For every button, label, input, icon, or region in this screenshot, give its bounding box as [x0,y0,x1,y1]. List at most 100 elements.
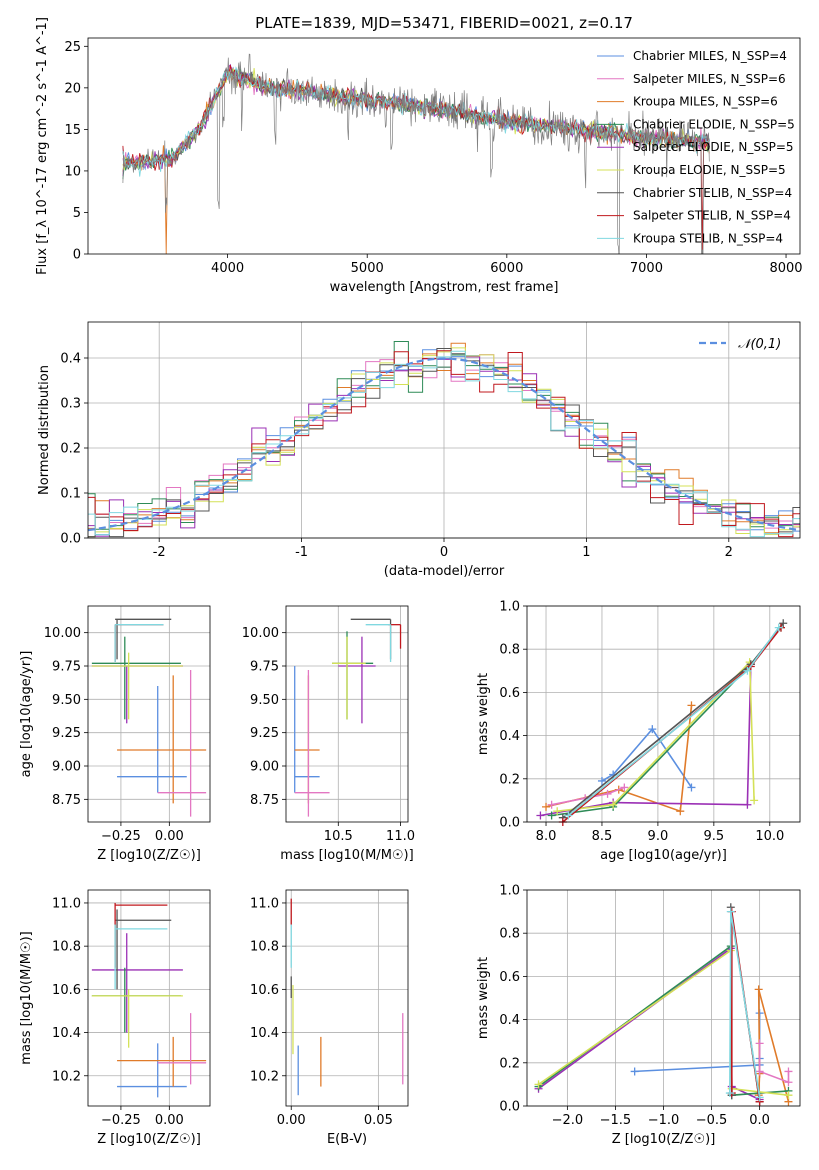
x-tick-label: 5000 [351,261,384,276]
weight-marker [743,666,752,675]
y-tick-label: 10.00 [44,626,81,641]
x-tick-label: 10.0 [755,829,784,844]
mass-vs-ebv-panel: 0.00 0.05 10.2 10.4 10.6 10.8 11.0 E(B-V) [250,889,409,1147]
x-axis-label: (data-model)/error [384,564,505,579]
weight-marker [603,789,612,798]
y-tick-label: 9.00 [250,760,279,775]
x-tick-label: 0.00 [277,1113,306,1128]
y-axis-label: Normed distribution [37,365,52,495]
y-tick-label: 0.6 [499,686,520,701]
y-tick-label: 10.4 [250,1026,279,1041]
x-tick-label: −0.25 [101,1113,141,1128]
weight-marker [755,1093,764,1102]
x-tick-label: 4000 [211,261,244,276]
y-tick-label: 9.00 [52,760,81,775]
chart-title: PLATE=1839, MJD=53471, FIBERID=0021, z=0… [255,14,633,32]
legend-label: Chabrier ELODIE, N_SSP=5 [633,117,795,131]
weight-marker [725,1089,734,1098]
spectrum-panel: PLATE=1839, MJD=53471, FIBERID=0021, z=0… [35,14,803,295]
axes-frame [87,321,801,539]
weight-marker [774,623,783,632]
x-tick-label: -2 [153,545,166,560]
x-tick-label: 2 [725,545,733,560]
model-spectrum-line [122,68,710,171]
x-tick-label: −0.5 [696,1113,728,1128]
y-tick-label: 9.75 [52,660,81,675]
y-tick-label: 9.50 [250,693,279,708]
mass-vs-Z-panel: −0.25 0.00 10.2 10.4 10.6 10.8 11.0 Z [log10(Z/… [19,889,211,1147]
y-tick-label: 0.8 [499,927,520,942]
y-tick-label: 1.0 [499,884,520,899]
x-axis-label: Z [log10(Z/Z☉)] [612,1132,716,1147]
legend-label: Salpeter STELIB, N_SSP=4 [633,209,791,223]
y-tick-label: 1.0 [499,600,520,615]
x-tick-label: 0.05 [364,1113,393,1128]
age-vs-Z-panel: −0.25 0.00 8.75 9.00 9.25 9.50 9.75 10.00 Z [log… [19,605,211,863]
weight-line [757,989,790,1102]
axes-frame [87,37,801,255]
y-tick-label: 20 [64,81,81,96]
weight-marker [755,1039,764,1048]
weight-marker [687,701,696,710]
model-spectrum-line [122,66,710,177]
x-tick-label: 8.5 [592,829,613,844]
weight-marker [542,802,551,811]
y-tick-label: 10.00 [242,626,279,641]
y-tick-label: 0.2 [60,442,81,457]
weight-marker [784,1078,793,1087]
y-tick-label: 9.25 [52,726,81,741]
y-tick-label: 0.3 [60,397,81,412]
x-tick-label: 6000 [490,261,523,276]
weight-line [545,705,693,813]
x-axis-label: mass [log10(M/M☉)] [280,848,413,863]
weight-marker [534,1080,543,1089]
y-tick-label: 10.2 [52,1069,81,1084]
y-tick-label: 11.0 [52,896,81,911]
y-tick-label: 9.25 [250,726,279,741]
weight-marker [564,811,573,820]
y-tick-label: 0.0 [60,532,81,547]
weight-marker [726,907,735,916]
histogram-step [88,350,800,538]
y-tick-label: 0.0 [499,1100,520,1115]
legend-label: Salpeter ELODIE, N_SSP=5 [633,140,794,154]
weight-marker [609,800,618,809]
y-tick-label: 0.4 [499,729,520,744]
x-tick-label: −1.0 [648,1113,680,1128]
x-tick-label: −0.25 [101,829,141,844]
observed-spectrum-line [122,53,710,254]
weight-marker [536,811,545,820]
weight-marker [784,1067,793,1076]
weight-marker [754,985,763,994]
y-tick-label: 8.75 [52,793,81,808]
weight-line [601,727,693,788]
y-tick-label: 0 [73,248,81,263]
histogram-step [88,347,800,538]
legend-label: Salpeter MILES, N_SSP=6 [633,72,786,86]
weight-line [538,946,760,1101]
y-axis-label: mass weight [476,673,491,755]
weight-marker [750,796,759,805]
x-tick-label: 9.5 [704,829,725,844]
x-tick-label: −2.0 [552,1113,584,1128]
residuals-panel: -2 -1 0 1 2 0.0 0.1 0.2 0.3 0.4 (data-model)/error… [37,321,801,579]
y-axis-label: age [log10(age/yr)] [19,651,34,778]
y-axis-label: mass [log10(M/M☉)] [19,931,34,1064]
legend-label: Kroupa STELIB, N_SSP=4 [633,231,783,245]
weight-marker [687,783,696,792]
x-tick-label: 7000 [630,261,663,276]
x-axis-label: Z [log10(Z/Z☉)] [97,1132,201,1147]
model-spectrum-line [122,65,710,254]
weight-line [557,660,755,812]
x-tick-label: −1.5 [600,1113,632,1128]
y-tick-label: 10 [64,164,81,179]
axes-frame [526,889,801,1107]
histogram-step [88,342,800,534]
weight-marker [547,811,556,820]
weight-marker [553,807,562,816]
y-tick-label: 25 [64,40,81,55]
y-tick-label: 10.8 [52,940,81,955]
axes-frame [526,605,801,823]
x-tick-label: 11.0 [386,829,415,844]
x-tick-label: 0 [440,545,448,560]
